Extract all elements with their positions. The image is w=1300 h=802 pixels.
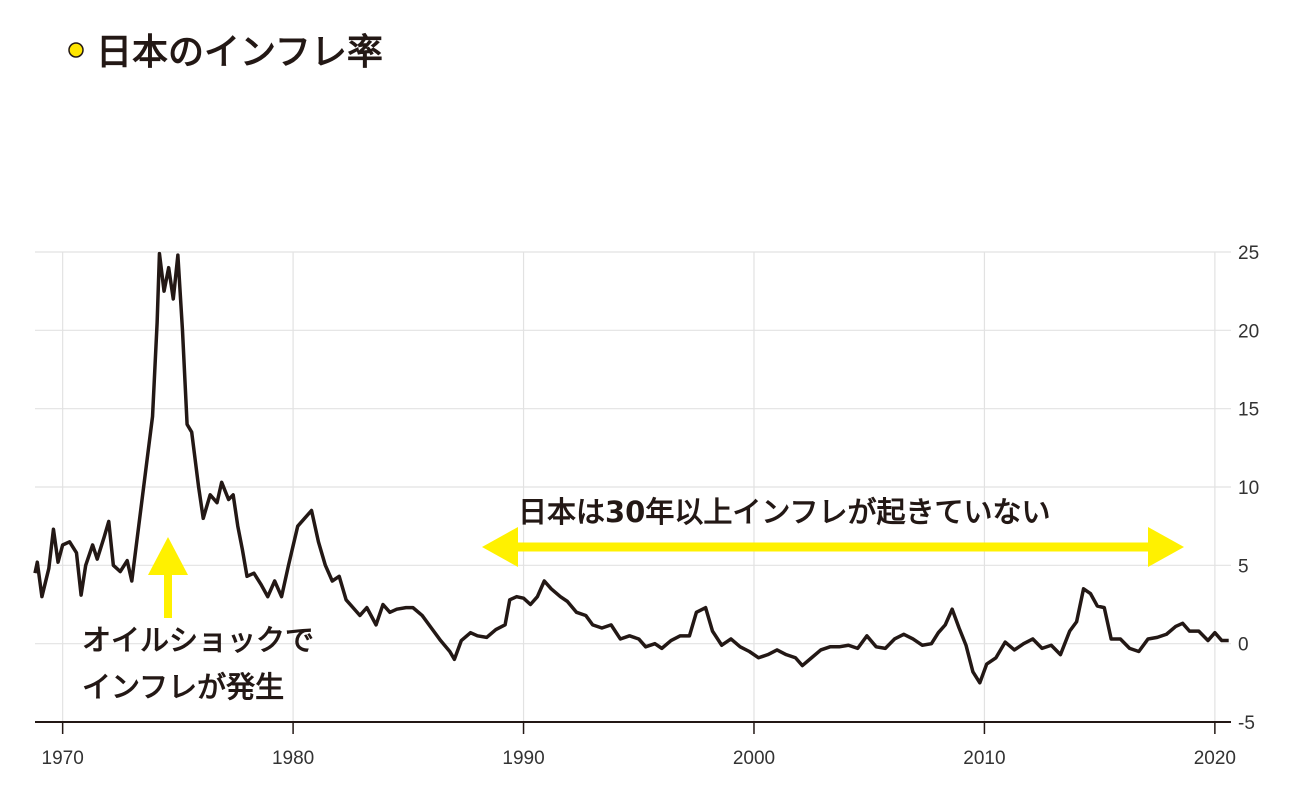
title-bullet xyxy=(68,42,84,58)
y-tick-label: 15 xyxy=(1238,400,1259,421)
plot xyxy=(33,251,1229,685)
x-tick-label: 2020 xyxy=(1194,748,1236,769)
x-tick-label: 2000 xyxy=(733,748,775,769)
y-tick-label: 20 xyxy=(1238,321,1259,342)
span-arrow-head xyxy=(482,527,518,567)
x-tick-label: 1980 xyxy=(272,748,314,769)
y-tick-label: -5 xyxy=(1238,713,1255,734)
x-tick-label: 2010 xyxy=(963,748,1005,769)
y-tick-label: 25 xyxy=(1238,243,1259,264)
y-tick-label: 5 xyxy=(1238,556,1249,577)
inflation-line xyxy=(33,251,1229,685)
grid: 1970 1980 1990 2000 2010 2020-5 0 5 10 15 20 25 xyxy=(35,243,1259,769)
annotation-oil: オイルショックで インフレが発生 xyxy=(82,537,314,704)
y-tick-label: 10 xyxy=(1238,478,1259,499)
x-tick-label: 1990 xyxy=(502,748,544,769)
annotation-span: 日本は30年以上インフレが起きていない xyxy=(482,495,1184,567)
chart-title: 日本のインフレ率 xyxy=(96,32,383,73)
annotation: 日本は30年以上インフレが起きていない xyxy=(518,495,1051,529)
x-tick-label: 1970 xyxy=(42,748,84,769)
span-arrow-head xyxy=(1148,527,1184,567)
annotation: オイルショックで xyxy=(82,623,314,657)
oil-arrow-head xyxy=(148,537,188,575)
annotation: インフレが発生 xyxy=(82,670,284,704)
y-tick-label: 0 xyxy=(1238,635,1249,656)
